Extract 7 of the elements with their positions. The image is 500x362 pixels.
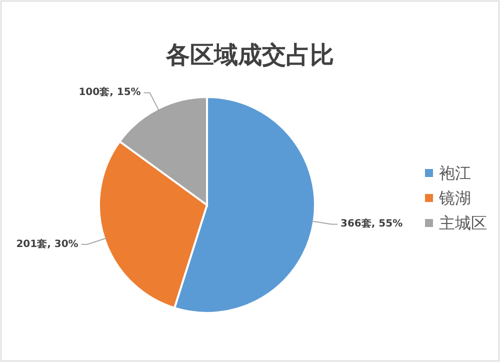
chart-title: 各区域成交占比 — [165, 41, 334, 69]
data-label: 201套, 30% — [16, 238, 78, 250]
data-label: 100套, 15% — [78, 86, 141, 98]
data-label: 366套, 55% — [340, 218, 403, 230]
legend-label: 袍江 — [439, 164, 471, 182]
legend-label: 主城区 — [439, 214, 487, 232]
legend-label: 镜湖 — [438, 188, 471, 208]
